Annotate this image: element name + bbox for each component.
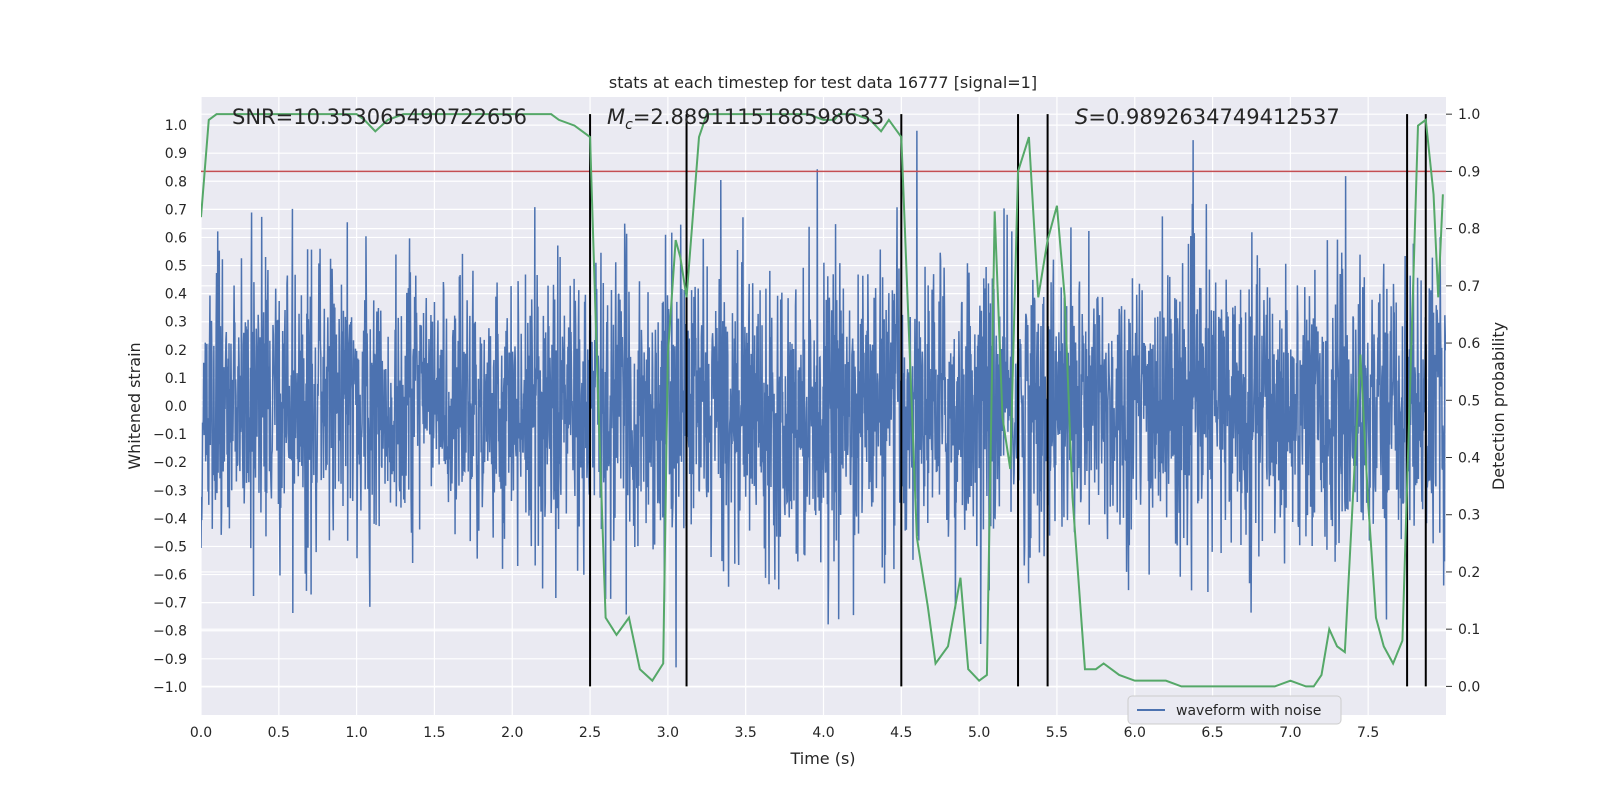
y2-tick-label: 0.1 [1458,622,1480,638]
y2-tick-label: 0.8 [1458,222,1480,238]
legend-label: waveform with noise [1176,703,1321,719]
snr-annotation: SNR=10.353065490722656 [232,105,527,129]
y-axis-label: Whitened strain [125,342,144,469]
legend: waveform with noise [1127,695,1342,725]
y2-tick-label: 0.3 [1458,508,1480,524]
y-tick-label: −0.5 [153,539,187,555]
x-tick-label: 7.0 [1279,725,1301,741]
x-tick-label: 3.0 [657,725,679,741]
x-tick-label: 1.5 [423,725,445,741]
x-tick-label: 0.5 [268,725,290,741]
y-tick-label: 0.9 [165,146,187,162]
y-tick-label: 0.7 [165,202,187,218]
x-tick-label: 1.0 [345,725,367,741]
y-tick-label: −0.9 [153,652,187,668]
x-tick-label: 5.0 [968,725,990,741]
y-tick-label: 0.3 [165,315,187,331]
x-tick-label: 6.5 [1201,725,1223,741]
waveform-series [201,130,1446,668]
x-tick-label: 4.5 [890,725,912,741]
chart-title: stats at each timestep for test data 167… [609,73,1037,92]
y-tick-label: −0.6 [153,568,187,584]
y-tick-label: −0.4 [153,511,187,527]
x-tick-label: 7.5 [1357,725,1379,741]
detection-vlines [589,114,1427,687]
y-tick-label: −0.2 [153,455,187,471]
y-tick-label: 0.2 [165,343,187,359]
y-tick-label: 0.1 [165,371,187,387]
y-tick-label: 0.6 [165,230,187,246]
y2-tick-label: 0.7 [1458,279,1480,295]
y-tick-label: −1.0 [153,680,187,696]
y2-tick-label: 1.0 [1458,107,1480,123]
y2-axis-label: Detection probability [1489,322,1508,490]
y-tick-label: −0.1 [153,427,187,443]
y2-tick-label: 0.9 [1458,164,1480,180]
x-tick-labels: 0.0 0.5 1.0 1.5 2.0 2.5 3.0 3.5 4.0 4.5 5.0 5.5 6.0 6… [190,725,1379,741]
y-tick-label: 0.4 [165,287,187,303]
y2-tick-label: 0.2 [1458,565,1480,581]
y-tick-label: 1.0 [165,118,187,134]
x-tick-label: 2.0 [501,725,523,741]
y2-tick-label: 0.0 [1458,679,1480,695]
s-annotation: S=0.9892634749412537 [1075,105,1340,129]
chirp-mass-annotation: Mc=2.8891115188598633 [607,105,884,133]
y2-tick-label: 0.6 [1458,336,1480,352]
y-tick-label: 0.8 [165,174,187,190]
y-tick-label: −0.8 [153,624,187,640]
x-tick-label: 2.5 [579,725,601,741]
y2-tick-label: 0.5 [1458,393,1480,409]
x-axis-label: Time (s) [789,749,855,768]
x-tick-label: 4.0 [812,725,834,741]
x-tick-label: 3.5 [735,725,757,741]
y-tick-label: 0.0 [165,399,187,415]
y2-tick-labels: 1.0 0.9 0.8 0.7 0.6 0.5 0.4 0.3 0.2 0.1 0.0 [1458,107,1480,695]
y-tick-label: −0.3 [153,483,187,499]
y-tick-label: 0.5 [165,259,187,275]
y-tick-label: −0.7 [153,596,187,612]
detection-probability-series [201,113,1444,688]
legend-box [1127,695,1342,725]
y-tick-labels: 1.0 0.9 0.8 0.7 0.6 0.5 0.4 0.3 0.2 0.1 0.0 −0.1 −0.… [153,118,187,696]
x-tick-label: 5.5 [1046,725,1068,741]
x-tick-label: 0.0 [190,725,212,741]
y2-tick-label: 0.4 [1458,451,1480,467]
x-tick-label: 6.0 [1124,725,1146,741]
